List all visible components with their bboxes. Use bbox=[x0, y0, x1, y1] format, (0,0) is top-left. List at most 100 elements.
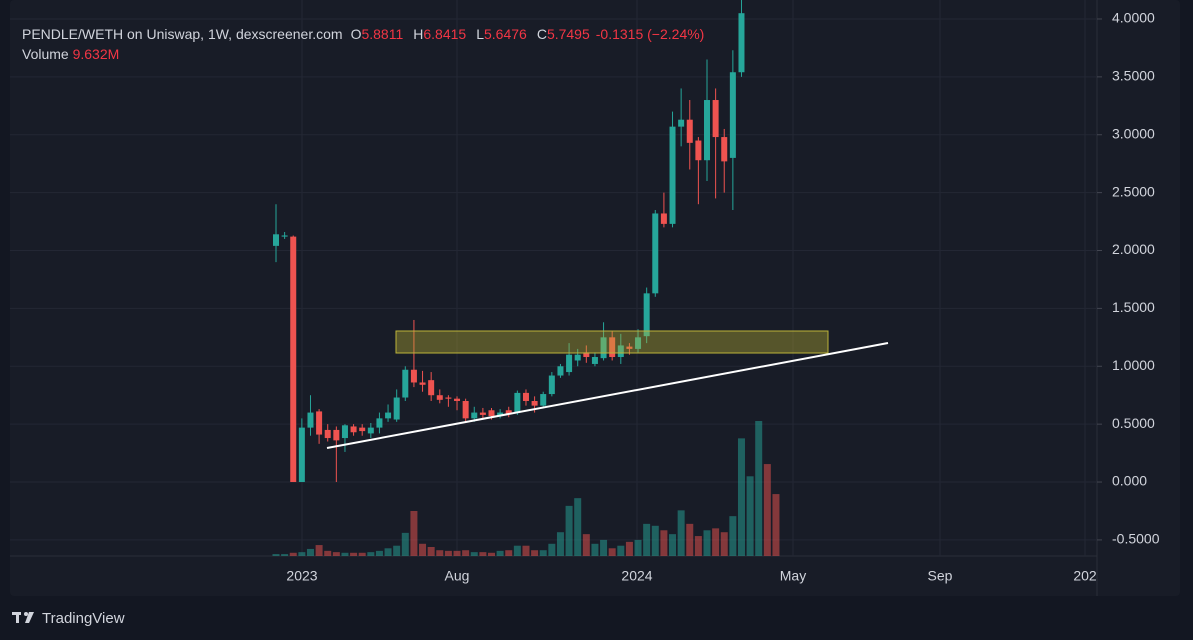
y-tick-label: 3.5000 bbox=[1112, 68, 1155, 84]
volume-bar bbox=[746, 476, 754, 556]
grid bbox=[10, 0, 1097, 556]
volume-bar bbox=[660, 530, 668, 556]
candle-body bbox=[298, 427, 305, 483]
legend-title: PENDLE/WETH on Uniswap, 1W, dexscreener.… bbox=[22, 26, 343, 42]
volume-bar bbox=[643, 523, 651, 556]
candle-body bbox=[738, 13, 745, 73]
x-tick-label: 202 bbox=[1073, 568, 1097, 584]
candle-body bbox=[479, 412, 486, 415]
volume-bar bbox=[582, 534, 590, 556]
candle-body bbox=[497, 412, 504, 417]
volume-bar bbox=[496, 550, 504, 556]
candle-body bbox=[393, 397, 400, 420]
volume-bar bbox=[548, 543, 556, 556]
candle-body bbox=[566, 354, 573, 373]
candle-body bbox=[341, 425, 348, 439]
volume-bar bbox=[755, 421, 763, 556]
volume-bar bbox=[375, 550, 383, 556]
candle-body bbox=[454, 398, 461, 401]
legend-value: 5.7495 bbox=[546, 26, 590, 42]
volume-bar bbox=[729, 516, 737, 556]
volume-bar bbox=[436, 550, 444, 556]
y-tick-label: 0.5000 bbox=[1112, 415, 1155, 431]
candle-body bbox=[591, 357, 598, 364]
volume-bar bbox=[737, 438, 745, 556]
y-tick-label: 1.0000 bbox=[1112, 357, 1155, 373]
candle-body bbox=[729, 72, 736, 158]
volume-bar bbox=[315, 545, 323, 556]
volume-bar bbox=[367, 552, 375, 556]
candle-body bbox=[669, 126, 676, 224]
volume-bar bbox=[703, 530, 711, 556]
candle-body bbox=[695, 140, 702, 161]
volume-bar bbox=[686, 523, 694, 556]
candle-body bbox=[376, 418, 383, 428]
candle-body bbox=[428, 380, 435, 396]
volume-bar bbox=[565, 505, 573, 556]
legend-change: -0.1315 (−2.24%) bbox=[595, 26, 705, 42]
legend-line: Volume 9.632M bbox=[22, 44, 704, 64]
trend-line bbox=[326, 342, 889, 449]
drawings bbox=[326, 330, 889, 449]
volume-bar bbox=[479, 552, 487, 556]
candle-body bbox=[626, 346, 633, 349]
volume-bar bbox=[453, 550, 461, 556]
volume-bar bbox=[332, 552, 340, 556]
volume-bar bbox=[505, 550, 513, 556]
y-tick-label: 2.5000 bbox=[1112, 183, 1155, 199]
y-tick-label: -0.5000 bbox=[1112, 531, 1160, 547]
logo-mark bbox=[24, 612, 28, 616]
candle-body bbox=[704, 100, 710, 161]
candle-body bbox=[410, 369, 417, 383]
volume-bar bbox=[306, 548, 314, 556]
candle-body bbox=[548, 375, 555, 395]
x-tick-label: Sep bbox=[928, 568, 953, 584]
volume-bar bbox=[272, 554, 280, 556]
volume-bar bbox=[720, 532, 728, 556]
candle-body bbox=[652, 213, 659, 294]
candle-body bbox=[419, 382, 426, 385]
legend-key: C bbox=[536, 26, 547, 42]
legend-key: O bbox=[350, 26, 362, 42]
candle-body bbox=[436, 395, 443, 400]
candle-body bbox=[290, 236, 297, 483]
candle-body bbox=[522, 392, 529, 401]
candle-body bbox=[402, 369, 409, 398]
volume-bar bbox=[401, 532, 409, 556]
watermark: TradingView bbox=[42, 610, 125, 627]
volume-bar bbox=[488, 552, 495, 556]
volume-bar bbox=[694, 536, 702, 556]
volume-label: Volume bbox=[22, 46, 69, 62]
volume-bar bbox=[556, 532, 564, 556]
logo-mark bbox=[16, 612, 19, 623]
candles bbox=[273, 0, 745, 483]
candle-body bbox=[686, 119, 693, 143]
legend-key: L bbox=[476, 26, 484, 42]
candle-body bbox=[635, 337, 642, 349]
candle-body bbox=[600, 337, 607, 359]
volume-bar bbox=[358, 552, 366, 556]
y-tick-label: 2.0000 bbox=[1112, 241, 1155, 257]
volume-bar bbox=[772, 494, 780, 556]
candle-body bbox=[617, 345, 624, 358]
volume-bar bbox=[617, 545, 625, 556]
volume-bar bbox=[470, 552, 478, 556]
x-tick-label: Aug bbox=[445, 568, 470, 584]
volume-value: 9.632M bbox=[72, 46, 120, 62]
chart-panel bbox=[10, 0, 1180, 596]
volume-bar bbox=[341, 552, 349, 556]
volume-bar bbox=[393, 545, 401, 556]
candle-body bbox=[359, 427, 366, 432]
candle-body bbox=[316, 411, 323, 435]
candle-body bbox=[445, 397, 452, 399]
x-tick-label: 2024 bbox=[621, 568, 652, 584]
volume-bar bbox=[462, 550, 470, 556]
x-tick-label: May bbox=[780, 568, 806, 584]
range-box bbox=[395, 330, 829, 354]
volume-bar bbox=[669, 534, 677, 556]
y-tick-label: 1.5000 bbox=[1112, 299, 1155, 315]
candle-body bbox=[678, 119, 685, 127]
candle-body bbox=[712, 100, 719, 138]
candle-body bbox=[609, 337, 616, 358]
